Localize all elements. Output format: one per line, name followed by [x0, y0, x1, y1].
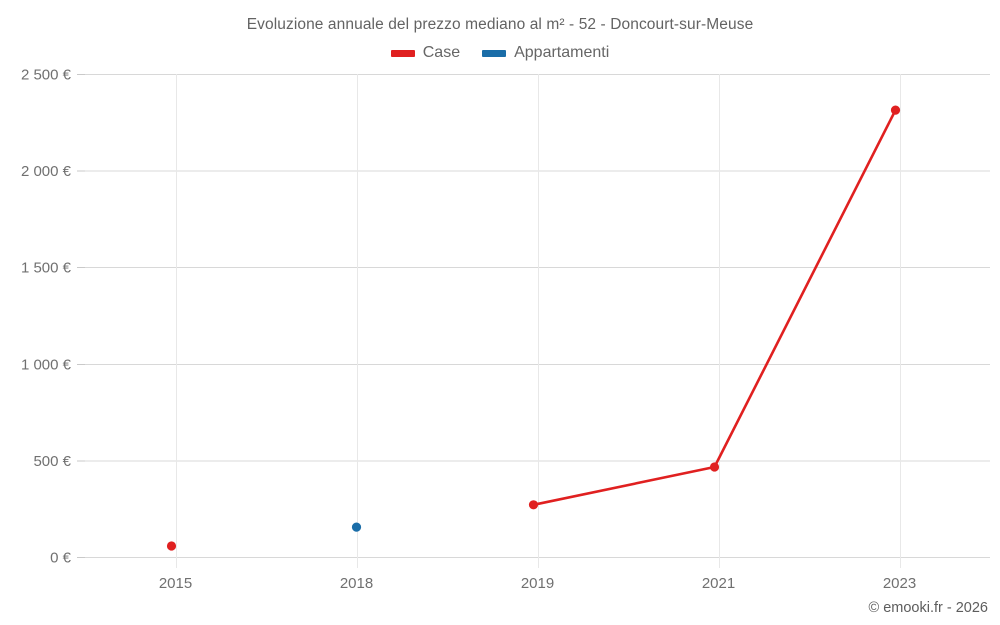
series-line-case: [532, 108, 897, 507]
x-axis-tick-labels: 2015 2018 2019 2021 2023: [159, 575, 916, 592]
axis-ticks: [77, 74, 85, 558]
legend-swatch-appartamenti: [482, 49, 507, 57]
x-axis-tick-label: 2019: [521, 575, 554, 592]
y-axis-tick-label: 500 €: [33, 453, 71, 470]
horizontal-gridlines: [85, 74, 990, 558]
x-axis-tick-label: 2015: [159, 575, 192, 592]
legend-swatch-case: [390, 49, 415, 57]
y-axis-tick-label: 2 500 €: [21, 67, 72, 84]
data-point-case-2019[interactable]: [528, 500, 539, 510]
y-axis-tick-label: 1 000 €: [21, 356, 72, 373]
y-axis-tick-label: 0 €: [50, 550, 72, 567]
legend-item-case[interactable]: Case: [390, 44, 461, 62]
y-axis-tick-labels: 0 € 500 € 1 000 € 1 500 € 2 000 € 2 500 €: [21, 67, 72, 567]
data-point-appartamenti-2018[interactable]: [351, 522, 362, 532]
data-point-case-2015[interactable]: [166, 541, 177, 551]
data-point-case-2023[interactable]: [890, 105, 901, 115]
x-axis-tick-label: 2018: [340, 575, 373, 592]
legend-label-case: Case: [422, 44, 461, 61]
vertical-gridlines: [176, 74, 901, 568]
y-axis-tick-label: 2 000 €: [21, 163, 72, 180]
chart-legend: Case Appartamenti: [0, 44, 1000, 62]
data-series-layer: [166, 105, 901, 551]
chart-title: Evoluzione annuale del prezzo mediano al…: [246, 16, 754, 33]
x-axis-tick-label: 2021: [702, 575, 735, 592]
data-point-case-2021[interactable]: [709, 462, 720, 472]
x-axis-tick-label: 2023: [883, 575, 916, 592]
legend-item-appartamenti[interactable]: Appartamenti: [482, 44, 609, 62]
y-axis-tick-label: 1 500 €: [21, 260, 72, 277]
copyright-credit: © emooki.fr - 2026: [868, 600, 988, 616]
legend-label-appartamenti: Appartamenti: [514, 44, 610, 61]
